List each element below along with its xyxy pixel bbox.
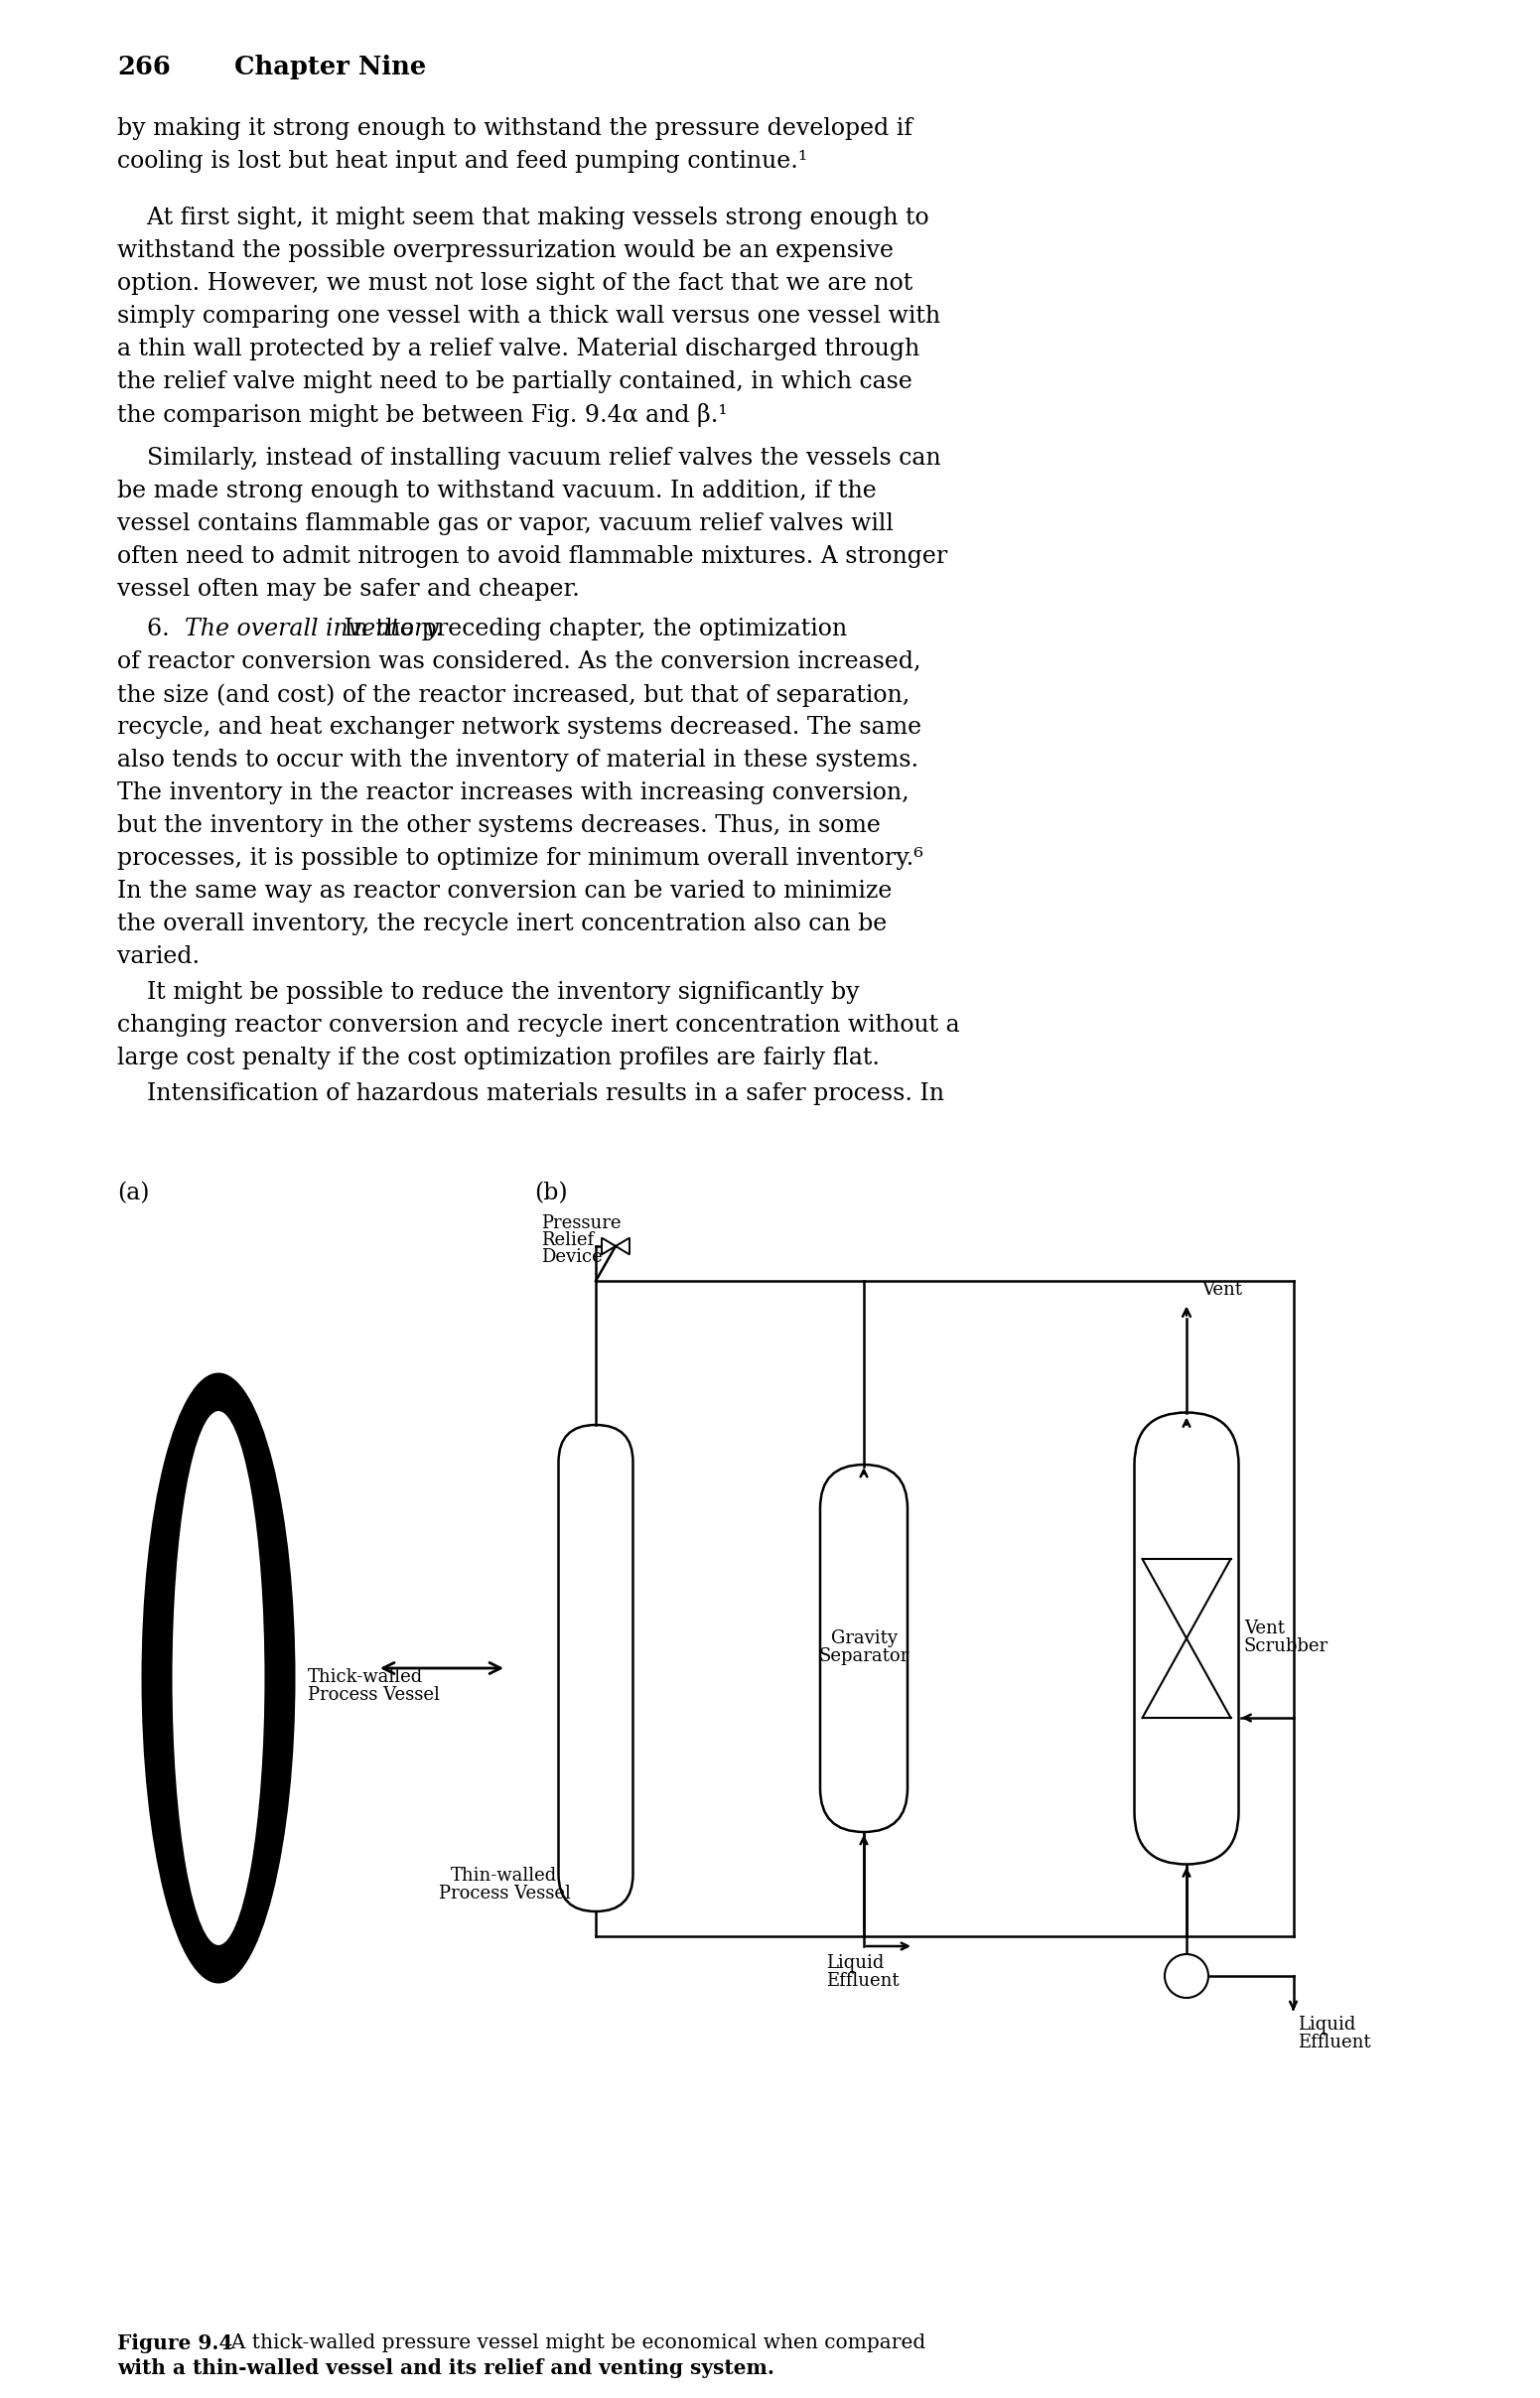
Text: (b): (b) xyxy=(534,1182,568,1204)
Text: (a): (a) xyxy=(117,1182,149,1204)
Text: Intensification of hazardous materials results in a safer process. In: Intensification of hazardous materials r… xyxy=(117,1081,944,1105)
Text: In the same way as reactor conversion can be varied to minimize: In the same way as reactor conversion ca… xyxy=(117,880,892,902)
Text: Scrubber: Scrubber xyxy=(1244,1638,1329,1655)
Text: a thin wall protected by a relief valve. Material discharged through: a thin wall protected by a relief valve.… xyxy=(117,338,919,360)
Text: recycle, and heat exchanger network systems decreased. The same: recycle, and heat exchanger network syst… xyxy=(117,717,921,739)
Text: be made strong enough to withstand vacuum. In addition, if the: be made strong enough to withstand vacuu… xyxy=(117,480,876,504)
Text: Effluent: Effluent xyxy=(825,1971,899,1990)
Text: vessel often may be safer and cheaper.: vessel often may be safer and cheaper. xyxy=(117,578,579,602)
Text: varied.: varied. xyxy=(117,945,200,969)
Polygon shape xyxy=(616,1237,630,1254)
Text: Gravity: Gravity xyxy=(830,1631,898,1647)
Text: the comparison might be between Fig. 9.4α and β.¹: the comparison might be between Fig. 9.4… xyxy=(117,403,727,427)
Text: Liquid: Liquid xyxy=(825,1954,884,1971)
Text: The inventory in the reactor increases with increasing conversion,: The inventory in the reactor increases w… xyxy=(117,782,909,803)
Ellipse shape xyxy=(171,1410,265,1947)
Text: Relief: Relief xyxy=(541,1230,594,1249)
Polygon shape xyxy=(602,1237,616,1254)
Text: changing reactor conversion and recycle inert concentration without a: changing reactor conversion and recycle … xyxy=(117,1014,959,1036)
Text: large cost penalty if the cost optimization profiles are fairly flat.: large cost penalty if the cost optimizat… xyxy=(117,1046,879,1070)
Ellipse shape xyxy=(142,1372,296,1983)
Text: cooling is lost but heat input and feed pumping continue.¹: cooling is lost but heat input and feed … xyxy=(117,151,807,173)
Text: the relief valve might need to be partially contained, in which case: the relief valve might need to be partia… xyxy=(117,369,912,393)
Text: with a thin-walled vessel and its relief and venting system.: with a thin-walled vessel and its relief… xyxy=(117,2357,775,2379)
Text: withstand the possible overpressurization would be an expensive: withstand the possible overpressurizatio… xyxy=(117,240,893,261)
Circle shape xyxy=(1164,1954,1209,1998)
Text: option. However, we must not lose sight of the fact that we are not: option. However, we must not lose sight … xyxy=(117,271,913,295)
Text: Pressure: Pressure xyxy=(541,1213,621,1233)
FancyBboxPatch shape xyxy=(821,1465,907,1832)
Text: It might be possible to reduce the inventory significantly by: It might be possible to reduce the inven… xyxy=(117,981,859,1005)
Text: Separator: Separator xyxy=(819,1647,909,1664)
Text: processes, it is possible to optimize for minimum overall inventory.⁶: processes, it is possible to optimize fo… xyxy=(117,846,924,870)
Text: The overall inventory.: The overall inventory. xyxy=(185,619,444,640)
Text: In the preceding chapter, the optimization: In the preceding chapter, the optimizati… xyxy=(337,619,847,640)
Text: Process Vessel: Process Vessel xyxy=(439,1885,570,1902)
Text: by making it strong enough to withstand the pressure developed if: by making it strong enough to withstand … xyxy=(117,118,913,139)
Text: Thin-walled: Thin-walled xyxy=(451,1866,557,1885)
Text: Effluent: Effluent xyxy=(1298,2034,1371,2050)
Text: of reactor conversion was considered. As the conversion increased,: of reactor conversion was considered. As… xyxy=(117,650,921,674)
Text: A thick-walled pressure vessel might be economical when compared: A thick-walled pressure vessel might be … xyxy=(219,2333,926,2352)
Text: Chapter Nine: Chapter Nine xyxy=(234,55,427,79)
FancyBboxPatch shape xyxy=(559,1424,633,1911)
FancyBboxPatch shape xyxy=(1135,1412,1238,1863)
Text: simply comparing one vessel with a thick wall versus one vessel with: simply comparing one vessel with a thick… xyxy=(117,305,941,329)
Text: Similarly, instead of installing vacuum relief valves the vessels can: Similarly, instead of installing vacuum … xyxy=(117,446,941,470)
Text: 6.: 6. xyxy=(117,619,185,640)
Text: the overall inventory, the recycle inert concentration also can be: the overall inventory, the recycle inert… xyxy=(117,914,887,935)
Text: but the inventory in the other systems decreases. Thus, in some: but the inventory in the other systems d… xyxy=(117,815,881,837)
Text: 266: 266 xyxy=(117,55,171,79)
Text: Vent: Vent xyxy=(1244,1619,1284,1638)
Text: Liquid: Liquid xyxy=(1298,2017,1357,2034)
Text: Figure 9.4: Figure 9.4 xyxy=(117,2333,233,2352)
Text: Process Vessel: Process Vessel xyxy=(308,1686,440,1705)
Text: the size (and cost) of the reactor increased, but that of separation,: the size (and cost) of the reactor incre… xyxy=(117,683,910,707)
Text: often need to admit nitrogen to avoid flammable mixtures. A stronger: often need to admit nitrogen to avoid fl… xyxy=(117,544,947,568)
Text: vessel contains flammable gas or vapor, vacuum relief valves will: vessel contains flammable gas or vapor, … xyxy=(117,513,893,535)
Text: Device: Device xyxy=(541,1247,602,1266)
Text: Thick-walled: Thick-walled xyxy=(308,1669,424,1686)
Text: At first sight, it might seem that making vessels strong enough to: At first sight, it might seem that makin… xyxy=(117,206,929,230)
Text: Vent: Vent xyxy=(1201,1281,1243,1297)
Text: also tends to occur with the inventory of material in these systems.: also tends to occur with the inventory o… xyxy=(117,748,918,772)
